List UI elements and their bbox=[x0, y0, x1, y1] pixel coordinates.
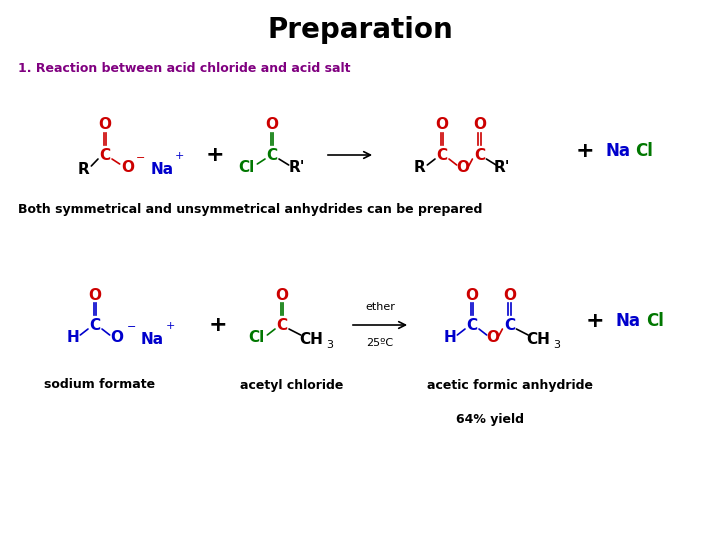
Text: R': R' bbox=[289, 160, 305, 176]
Text: +: + bbox=[166, 321, 176, 331]
Text: +: + bbox=[585, 311, 604, 331]
Text: C: C bbox=[89, 318, 101, 333]
Text: O: O bbox=[486, 330, 499, 346]
Text: 3: 3 bbox=[554, 340, 561, 350]
Text: R: R bbox=[413, 160, 426, 176]
Text: R: R bbox=[78, 163, 89, 178]
Text: O: O bbox=[266, 118, 279, 132]
Text: O: O bbox=[466, 287, 479, 302]
Text: ether: ether bbox=[365, 302, 395, 312]
Text: C: C bbox=[99, 147, 111, 163]
Text: acetyl chloride: acetyl chloride bbox=[240, 379, 343, 392]
Text: R': R' bbox=[494, 160, 510, 176]
Text: O: O bbox=[503, 287, 516, 302]
Text: Cl: Cl bbox=[635, 142, 653, 160]
Text: Na: Na bbox=[606, 142, 631, 160]
Text: Cl: Cl bbox=[248, 330, 264, 346]
Text: Preparation: Preparation bbox=[267, 16, 453, 44]
Text: Na: Na bbox=[150, 163, 174, 178]
Text: 3: 3 bbox=[326, 340, 333, 350]
Text: O: O bbox=[110, 330, 123, 346]
Text: Na: Na bbox=[140, 333, 163, 348]
Text: +: + bbox=[209, 315, 228, 335]
Text: C: C bbox=[266, 147, 278, 163]
Text: CH: CH bbox=[526, 332, 550, 347]
Text: Both symmetrical and unsymmetrical anhydrides can be prepared: Both symmetrical and unsymmetrical anhyd… bbox=[18, 204, 482, 217]
Text: O: O bbox=[473, 118, 486, 132]
Text: O: O bbox=[121, 160, 134, 176]
Text: Cl: Cl bbox=[646, 312, 664, 330]
Text: −: − bbox=[136, 153, 145, 163]
Text: Cl: Cl bbox=[238, 160, 254, 176]
Text: O: O bbox=[436, 118, 449, 132]
Text: −: − bbox=[127, 322, 136, 332]
Text: CH: CH bbox=[299, 332, 323, 347]
Text: Na: Na bbox=[616, 312, 641, 330]
Text: C: C bbox=[504, 318, 515, 333]
Text: C: C bbox=[276, 318, 287, 333]
Text: +: + bbox=[206, 145, 225, 165]
Text: +: + bbox=[175, 151, 184, 161]
Text: H: H bbox=[67, 330, 80, 346]
Text: sodium formate: sodium formate bbox=[45, 379, 156, 392]
Text: H: H bbox=[444, 330, 456, 346]
Text: 1. Reaction between acid chloride and acid salt: 1. Reaction between acid chloride and ac… bbox=[18, 62, 351, 75]
Text: 64% yield: 64% yield bbox=[456, 414, 524, 427]
Text: O: O bbox=[89, 287, 102, 302]
Text: C: C bbox=[467, 318, 477, 333]
Text: +: + bbox=[576, 141, 594, 161]
Text: C: C bbox=[436, 147, 448, 163]
Text: O: O bbox=[276, 287, 289, 302]
Text: O: O bbox=[99, 118, 112, 132]
Text: C: C bbox=[474, 147, 485, 163]
Text: acetic formic anhydride: acetic formic anhydride bbox=[427, 379, 593, 392]
Text: 25ºC: 25ºC bbox=[366, 338, 394, 348]
Text: O: O bbox=[456, 160, 469, 176]
